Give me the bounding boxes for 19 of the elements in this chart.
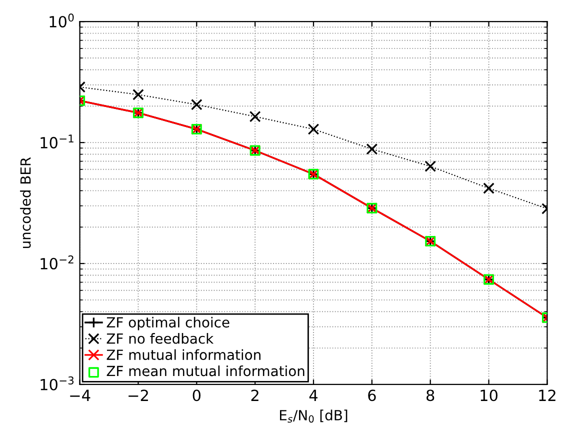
y-tick-label: 10$^{−2}$ xyxy=(40,255,74,270)
x-tick-label: −2 xyxy=(128,390,148,401)
x-tick-label: 6 xyxy=(368,390,376,402)
y-tick-label: 10$^{−3}$ xyxy=(40,376,74,390)
legend-label: ZF mutual information xyxy=(106,349,260,360)
x-tick-label: 10 xyxy=(480,390,498,402)
x-tick-label: −4 xyxy=(70,390,90,401)
legend-label: ZF no feedback xyxy=(106,333,214,344)
y-tick-label: 10$^{0}$ xyxy=(50,14,74,28)
x-tick-label: 4 xyxy=(309,390,318,401)
x-tick-label: 0 xyxy=(192,390,200,402)
x-tick-label: 8 xyxy=(426,390,434,402)
x-tick-label: 12 xyxy=(539,390,556,401)
x-axis-title: E$_{s}$/N$_{0}$ [dB] xyxy=(280,410,348,423)
y-tick-label: 10$^{−1}$ xyxy=(40,134,74,148)
y-axis-title: uncoded BER xyxy=(20,157,31,248)
x-tick-label: 2 xyxy=(251,390,258,401)
legend-label: ZF optimal choice xyxy=(106,316,230,330)
legend-label: ZF mean mutual information xyxy=(106,365,304,376)
